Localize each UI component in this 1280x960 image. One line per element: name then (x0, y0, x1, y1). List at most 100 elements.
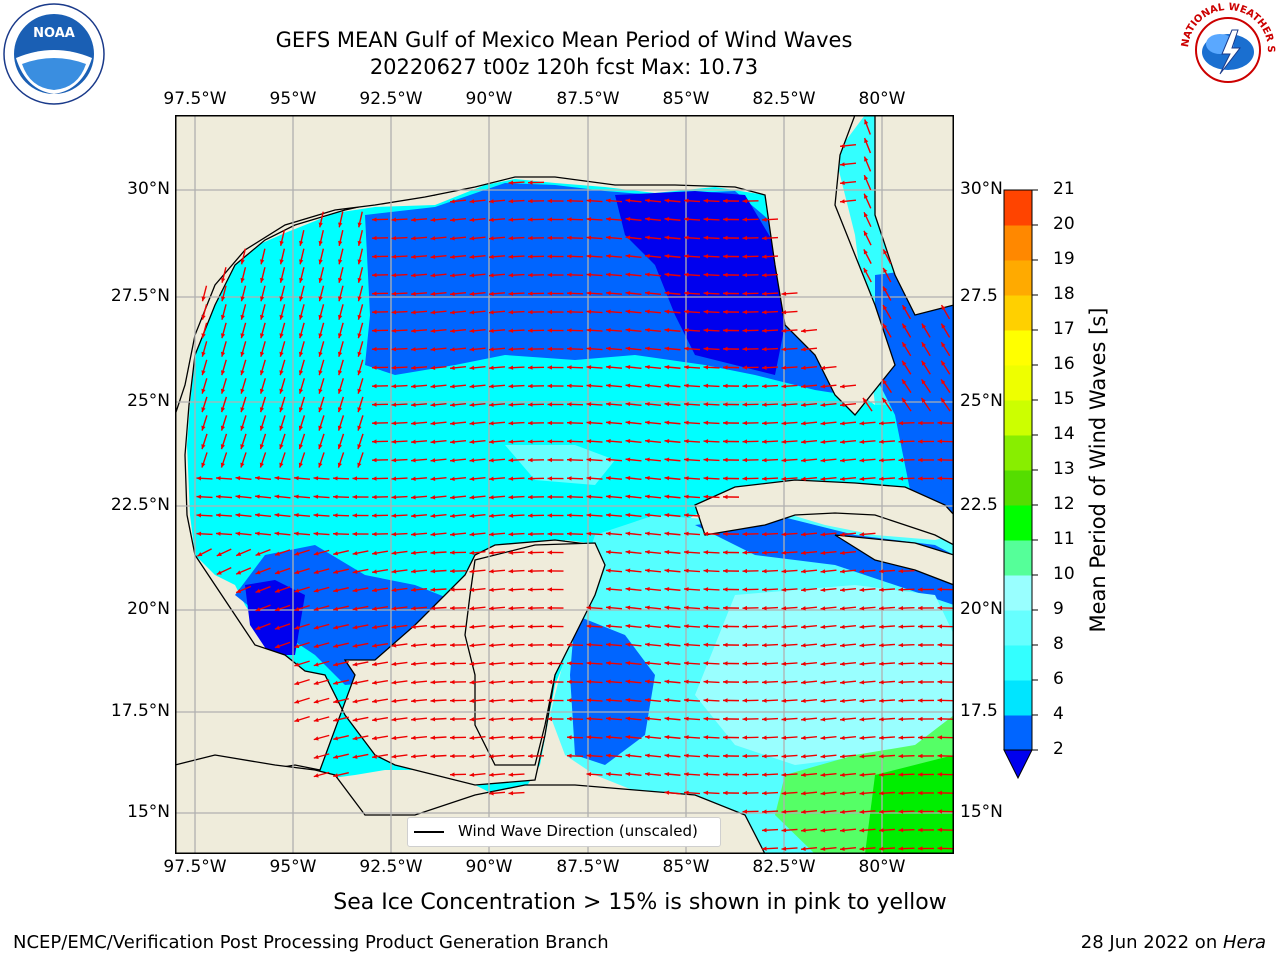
wind-wave-arrowhead (801, 569, 806, 574)
wind-wave-arrowhead (508, 624, 514, 629)
wind-wave-arrowhead (313, 569, 319, 575)
wind-wave-arrowhead (586, 716, 592, 721)
colorbar-label: Mean Period of Wind Waves [s] (1086, 307, 1110, 633)
wind-wave-arrowhead (469, 236, 475, 241)
colorbar-tick-label: 8 (1053, 634, 1064, 654)
wind-wave-arrowhead (645, 327, 650, 333)
wind-wave-arrowhead (216, 476, 221, 481)
wind-wave-arrowhead (918, 642, 923, 648)
wind-wave-arrowhead (411, 624, 416, 630)
wind-wave-arrowhead (684, 420, 689, 425)
wind-wave-arrowhead (508, 606, 514, 611)
wind-wave-arrowhead (684, 402, 689, 407)
lightcyan-zone-caribbean (695, 585, 954, 765)
wind-wave-arrowhead (567, 309, 572, 315)
wind-wave-arrowhead (723, 550, 728, 555)
wind-wave-arrowhead (781, 828, 787, 833)
wind-wave-arrowhead (742, 383, 748, 389)
wind-wave-arrowhead (820, 791, 826, 796)
wind-wave-arrowhead (883, 286, 888, 292)
wind-wave-arrowhead (469, 698, 475, 704)
wind-wave-arrowhead (840, 735, 845, 741)
wind-wave-arrowhead (625, 549, 631, 555)
wind-wave-arrowhead (645, 734, 650, 740)
wind-wave-arrowhead (547, 457, 553, 463)
wind-wave-arrowhead (664, 753, 670, 758)
wind-wave-arrowhead (820, 384, 826, 389)
wind-wave-arrowhead (684, 531, 689, 536)
wind-wave-arrowhead (703, 254, 709, 259)
wind-wave-arrowhead (645, 771, 650, 777)
wind-wave-arrowhead (606, 716, 611, 721)
wind-wave-arrowhead (840, 143, 845, 149)
wind-wave-arrowhead (220, 388, 226, 394)
wind-wave-arrowhead (918, 587, 923, 592)
wind-wave-arrowhead (762, 624, 767, 629)
wind-wave-arrowhead (298, 370, 304, 376)
wind-wave-arrowhead (567, 402, 572, 407)
wind-wave-arrowhead (586, 513, 592, 518)
wind-wave-arrowhead (567, 698, 572, 703)
wind-wave-arrowhead (333, 513, 338, 518)
wind-wave-arrowhead (840, 680, 845, 685)
wind-wave-arrowhead (937, 753, 943, 759)
florida-peninsula (835, 115, 954, 316)
wind-wave-arrowhead (391, 291, 397, 296)
wind-wave-arrowhead (411, 254, 416, 259)
wind-wave-arrowhead (338, 259, 343, 265)
wind-wave-arrowhead (625, 716, 631, 721)
wind-wave-arrowhead (898, 716, 904, 722)
wind-wave-arrowhead (664, 291, 670, 296)
wind-wave-arrowhead (937, 716, 943, 722)
wind-wave-arrowhead (547, 272, 553, 278)
wind-wave-arrowhead (299, 296, 304, 302)
wind-wave-arrowhead (882, 397, 887, 403)
wind-wave-arrowhead (723, 476, 728, 481)
wind-wave-arrowhead (508, 735, 514, 740)
wind-wave-arrowhead (391, 680, 397, 685)
lon-tick-bottom: 97.5°W (163, 857, 227, 877)
sea-ice-caption: Sea Ice Concentration > 15% is shown in … (0, 890, 1280, 915)
wind-wave-arrowhead (508, 513, 514, 518)
wind-wave-arrowhead (489, 569, 494, 574)
wind-wave-arrowhead (508, 439, 514, 444)
wind-wave-arrowhead (762, 439, 767, 444)
wind-wave-arrowhead (279, 462, 284, 468)
wind-wave-arrowhead (762, 606, 767, 611)
wind-wave-arrowhead (259, 388, 265, 394)
wind-wave-arrowhead (921, 397, 926, 403)
wind-wave-arrowhead (372, 309, 377, 315)
wind-wave-arrowhead (840, 828, 845, 833)
wind-wave-arrowhead (762, 587, 767, 592)
wind-wave-arrowhead (882, 323, 888, 329)
wind-wave-arrowhead (489, 458, 494, 463)
wind-wave-arrowhead (352, 754, 358, 759)
wind-wave-arrowhead (840, 569, 845, 574)
wind-wave-arrowhead (528, 383, 533, 389)
wind-wave-arrowhead (450, 291, 455, 297)
wind-wave-arrowhead (742, 457, 748, 463)
wind-wave-arrowhead (274, 570, 280, 575)
wind-wave-arrowhead (820, 680, 826, 685)
wind-wave-arrowhead (357, 333, 362, 339)
wind-wave-arrowhead (313, 699, 319, 704)
wind-wave-arrowhead (625, 475, 631, 481)
wind-wave-arrowhead (684, 235, 689, 240)
colorbar-segment (1004, 505, 1032, 541)
wind-wave-arrowhead (645, 290, 650, 296)
wind-wave-arrowhead (684, 587, 689, 592)
wind-wave-arrowhead (918, 420, 923, 426)
wind-wave-arrowhead (274, 607, 280, 612)
colorbar-tick-label: 2 (1053, 739, 1064, 759)
wind-wave-arrowhead (430, 365, 436, 371)
wind-wave-arrowhead (528, 587, 533, 592)
wind-wave-arrowhead (294, 625, 300, 630)
wind-wave-arrowhead (864, 193, 869, 199)
wind-wave-arrowhead (318, 259, 323, 265)
wind-wave-arrowhead (279, 444, 284, 450)
wind-wave-arrowhead (703, 346, 709, 352)
wind-wave-arrowhead (508, 421, 514, 426)
wind-wave-arrowhead (450, 624, 455, 629)
wind-wave-arrowhead (469, 310, 475, 315)
colorbar-segment (1004, 435, 1032, 471)
